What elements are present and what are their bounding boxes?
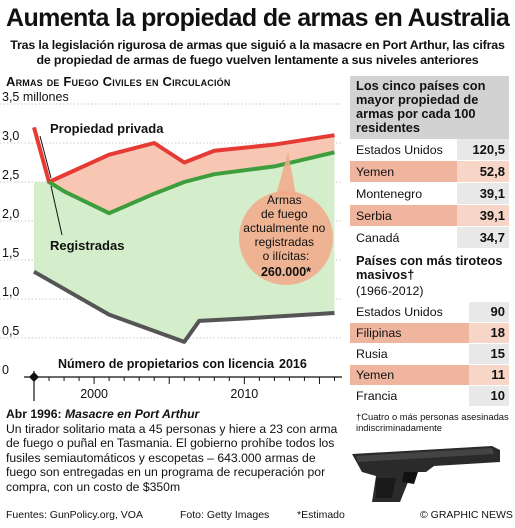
bubble-line-5: o ilícitas: xyxy=(263,249,310,263)
ownership-panel: Los cinco países con mayor propiedad de … xyxy=(350,76,509,249)
y-tick-label: 1,5 xyxy=(2,246,19,260)
country-value: 11 xyxy=(469,365,509,385)
x-tick-label: 2000 xyxy=(80,387,108,401)
pistol-photo xyxy=(352,446,500,502)
country-name: Estados Unidos xyxy=(356,143,443,157)
private-leader-line xyxy=(39,135,52,179)
event-name: Masacre en Port Arthur xyxy=(64,407,200,421)
country-value: 18 xyxy=(469,323,509,343)
event-description: Abr 1996: Masacre en Port Arthur Un tira… xyxy=(6,407,344,495)
bubble-line-4: registradas xyxy=(255,235,314,249)
bubble-line-1: Armas xyxy=(267,193,302,207)
table-row: Estados Unidos 90 xyxy=(350,302,509,323)
unregistered-bubble: Armas de fuego actualmente no registrada… xyxy=(239,152,333,285)
country-name: Montenegro xyxy=(356,187,423,201)
country-name: Yemen xyxy=(356,368,395,382)
bubble-line-2: de fuego xyxy=(261,207,308,221)
series-label-private: Propiedad privada xyxy=(50,121,164,136)
table-row: Serbia 39,1 xyxy=(350,205,509,227)
series-line-licensed xyxy=(33,269,335,344)
footer-estimate: *Estimado xyxy=(297,509,345,521)
registered-leader-line xyxy=(50,185,63,236)
country-value: 39,1 xyxy=(457,205,509,226)
shootings-panel-header: Países con más tiroteos masivos† xyxy=(356,253,503,282)
footnote: †Cuatro o más personas asesinadas indisc… xyxy=(356,411,509,433)
country-name: Estados Unidos xyxy=(356,305,443,319)
chart-title: Armas de Fuego Civiles en Circulación xyxy=(6,74,231,89)
series-label-licensed: Número de propietarios con licencia xyxy=(58,357,275,371)
table-row: Yemen 11 xyxy=(350,365,509,386)
series-line-registered xyxy=(47,150,335,216)
year-2016-label: 2016 xyxy=(279,357,307,371)
page-subtitle: Tras la legislación rigurosa de armas qu… xyxy=(10,38,505,67)
country-name: Filipinas xyxy=(356,326,402,340)
bubble-line-3: actualmente no xyxy=(243,221,325,235)
series-line-private xyxy=(32,126,335,184)
country-name: Francia xyxy=(356,389,398,403)
country-value: 15 xyxy=(469,344,509,364)
ownership-panel-header: Los cinco países con mayor propiedad de … xyxy=(350,76,509,139)
table-row: Montenegro 39,1 xyxy=(350,183,509,205)
footer-sources: Fuentes: GunPolicy.org, VOA xyxy=(6,509,143,521)
shootings-panel-subheader: (1966-2012) xyxy=(356,284,424,298)
unregistered-gap-area xyxy=(49,135,335,214)
country-name: Serbia xyxy=(356,209,392,223)
ownership-table: Estados Unidos 120,5 Yemen 52,8 Montenegro… xyxy=(350,139,509,249)
country-name: Rusia xyxy=(356,347,388,361)
event-text: Un tirador solitario mata a 45 personas … xyxy=(6,421,338,494)
y-tick-label: 0 xyxy=(2,363,9,377)
table-row: Francia 10 xyxy=(350,386,509,407)
page-title: Aumenta la propiedad de armas en Austral… xyxy=(6,4,510,32)
table-row: Canadá 34,7 xyxy=(350,227,509,249)
country-value: 120,5 xyxy=(457,139,509,160)
country-value: 90 xyxy=(469,302,509,322)
country-name: Canadá xyxy=(356,231,400,245)
y-tick-label: 3,5 millones xyxy=(2,92,69,104)
shootings-panel: Países con más tiroteos masivos† (1966-2… xyxy=(350,252,509,407)
y-tick-label: 1,0 xyxy=(2,285,19,299)
country-value: 10 xyxy=(469,386,509,406)
x-tick-label: 2010 xyxy=(230,387,258,401)
y-tick-label: 0,5 xyxy=(2,324,19,338)
event-marker-diamond xyxy=(29,372,39,382)
footer-photo: Foto: Getty Images xyxy=(180,509,270,521)
country-value: 34,7 xyxy=(457,227,509,248)
y-tick-label: 2,0 xyxy=(2,207,19,221)
event-date: Abr 1996: xyxy=(6,407,62,421)
shootings-table: Estados Unidos 90 Filipinas 18 Rusia 15 Yem… xyxy=(350,302,509,407)
footer-credit: © GRAPHIC NEWS xyxy=(420,509,513,521)
table-row: Estados Unidos 120,5 xyxy=(350,139,509,161)
table-row: Yemen 52,8 xyxy=(350,161,509,183)
country-value: 39,1 xyxy=(457,183,509,204)
table-row: Filipinas 18 xyxy=(350,323,509,344)
svg-text:Armas de fuego act: Armas de fuego actualmente no registrada… xyxy=(243,193,328,263)
y-tick-label: 2,5 xyxy=(2,168,19,182)
y-tick-label: 3,0 xyxy=(2,129,19,143)
bubble-value: 260.000* xyxy=(261,265,311,279)
series-label-registered: Registradas xyxy=(50,238,124,253)
country-value: 52,8 xyxy=(457,161,509,182)
country-name: Yemen xyxy=(356,165,395,179)
table-row: Rusia 15 xyxy=(350,344,509,365)
